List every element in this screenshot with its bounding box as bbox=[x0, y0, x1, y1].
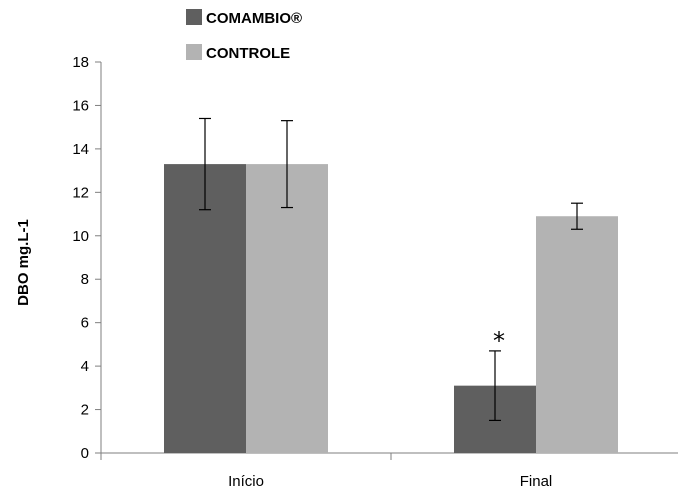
x-category-label: Início bbox=[228, 473, 264, 490]
y-tick-label: 16 bbox=[72, 97, 89, 114]
y-tick-label: 10 bbox=[72, 228, 89, 245]
legend-label: CONTROLE bbox=[206, 45, 290, 62]
y-tick-label: 14 bbox=[72, 141, 89, 158]
bars bbox=[164, 164, 618, 453]
y-axis-title: DBO mg.L-1 bbox=[15, 219, 32, 306]
y-tick-label: 0 bbox=[81, 445, 89, 462]
bar-controle bbox=[536, 216, 618, 453]
error-bars bbox=[199, 117, 583, 422]
y-tick-label: 18 bbox=[72, 54, 89, 71]
x-category-label: Final bbox=[520, 473, 553, 490]
legend-label: COMAMBIO® bbox=[206, 10, 302, 27]
bar-controle bbox=[246, 164, 328, 453]
y-tick-label: 2 bbox=[81, 402, 89, 419]
y-tick-label: 6 bbox=[81, 315, 89, 332]
bar-comambio bbox=[164, 164, 246, 453]
y-tick-label: 4 bbox=[81, 358, 89, 375]
legend: COMAMBIO® CONTROLE bbox=[186, 9, 302, 62]
labels: 0 2 4 6 8 10 12 14 16 18 DBO mg.L-1 Início Final * bbox=[15, 54, 552, 490]
y-tick-label: 12 bbox=[72, 184, 89, 201]
significance-asterisk: * bbox=[493, 327, 505, 355]
legend-swatch bbox=[186, 44, 202, 60]
y-tick-label: 8 bbox=[81, 271, 89, 288]
legend-swatch bbox=[186, 9, 202, 25]
